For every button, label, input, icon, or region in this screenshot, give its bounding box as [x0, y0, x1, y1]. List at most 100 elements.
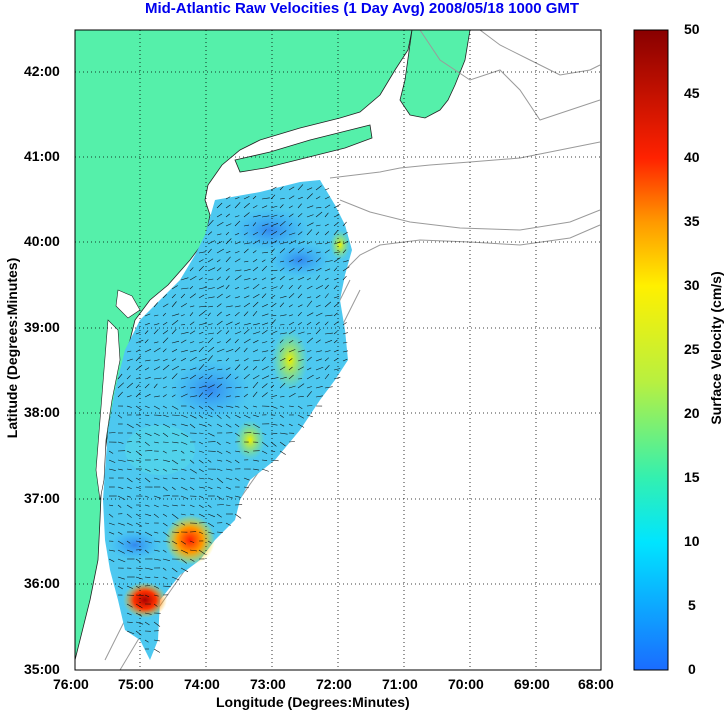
- velocity-vector: [243, 414, 251, 419]
- x-axis-label: Longitude (Degrees:Minutes): [216, 694, 410, 710]
- velocity-vector: [234, 376, 239, 380]
- velocity-vector: [279, 396, 285, 398]
- lat-tick: 35:00: [24, 661, 60, 677]
- velocity-vector: [252, 331, 261, 335]
- velocity-vector: [144, 477, 151, 483]
- velocity-vector: [288, 205, 293, 209]
- velocity-vector: [162, 531, 170, 537]
- velocity-vector: [207, 477, 214, 481]
- velocity-vector: [198, 405, 204, 410]
- velocity-vector: [315, 242, 323, 245]
- velocity-vector: [171, 301, 177, 308]
- velocity-vector: [252, 423, 260, 429]
- velocity-vector: [261, 322, 269, 326]
- lat-tick: 36:00: [24, 575, 60, 591]
- velocity-vector: [225, 251, 231, 254]
- velocity-vector: [306, 285, 313, 290]
- velocity-vector: [270, 432, 278, 434]
- velocity-vector: [306, 414, 313, 418]
- velocity-vector: [225, 196, 231, 200]
- velocity-vector: [171, 486, 176, 491]
- velocity-vector: [135, 558, 141, 563]
- velocity-vector: [234, 275, 242, 281]
- velocity-vector: [297, 285, 302, 290]
- velocity-vector: [279, 241, 288, 245]
- lon-tick: 68:00: [578, 676, 614, 692]
- velocity-vector: [153, 441, 159, 444]
- velocity-vector: [162, 549, 167, 553]
- velocity-vector: [189, 477, 195, 480]
- velocity-vector: [153, 648, 161, 653]
- velocity-vector: [108, 522, 115, 526]
- velocity-vector: [261, 215, 270, 218]
- velocity-vector: [324, 314, 333, 317]
- velocity-vector: [270, 369, 276, 371]
- colorbar-tick: 20: [684, 405, 700, 421]
- velocity-vector: [252, 250, 257, 254]
- velocity-vector: [216, 221, 224, 227]
- velocity-vector: [288, 240, 297, 245]
- velocity-vector: [198, 549, 206, 555]
- velocity-vector: [225, 313, 231, 317]
- velocity-vector: [225, 213, 230, 218]
- velocity-vector: [144, 495, 150, 498]
- velocity-vector: [153, 594, 159, 597]
- velocity-vector: [216, 320, 223, 326]
- velocity-vector: [252, 459, 259, 462]
- velocity-vector: [279, 267, 285, 272]
- velocity-vector: [315, 285, 324, 290]
- velocity-vector: [180, 522, 186, 526]
- velocity-vector: [135, 432, 142, 438]
- velocity-vector: [171, 477, 179, 479]
- velocity-vector: [270, 395, 278, 398]
- lon-tick: 72:00: [316, 676, 352, 692]
- velocity-vector: [279, 423, 285, 427]
- velocity-vector: [297, 322, 302, 326]
- velocity-vector: [162, 522, 168, 527]
- velocity-vector: [234, 233, 240, 236]
- velocity-vector: [162, 540, 170, 543]
- velocity-vector: [144, 612, 152, 615]
- velocity-vector: [153, 585, 160, 589]
- velocity-vector: [198, 286, 207, 290]
- velocity-vector: [171, 373, 178, 380]
- velocity-vector: [189, 341, 195, 344]
- velocity-vector: [243, 232, 248, 236]
- velocity-vector: [162, 312, 167, 317]
- velocity-vector: [243, 373, 250, 380]
- velocity-vector: [225, 256, 231, 263]
- velocity-vector: [171, 549, 178, 551]
- velocity-vector: [144, 423, 151, 426]
- velocity-vector: [252, 195, 257, 200]
- velocity-vector: [270, 330, 278, 335]
- velocity-vector: [144, 504, 150, 507]
- velocity-vector: [144, 432, 152, 436]
- velocity-vector: [162, 567, 167, 571]
- velocity-vector: [207, 219, 214, 227]
- velocity-vector: [207, 392, 213, 398]
- velocity-vector: [144, 576, 151, 578]
- velocity-vector: [144, 383, 150, 389]
- velocity-vector: [207, 231, 213, 236]
- velocity-vector: [279, 275, 285, 281]
- velocity-vector: [333, 296, 340, 299]
- velocity-vector: [288, 284, 293, 290]
- velocity-vector: [315, 377, 321, 380]
- velocity-vector: [216, 486, 222, 489]
- velocity-vectors: [108, 184, 350, 653]
- lat-tick: 42:00: [24, 63, 60, 79]
- velocity-vector: [162, 558, 170, 561]
- velocity-vector: [270, 348, 275, 353]
- velocity-vector: [135, 540, 141, 543]
- velocity-vector: [297, 293, 303, 299]
- velocity-vector: [324, 188, 330, 191]
- velocity-vector: [279, 324, 285, 326]
- velocity-vector: [144, 531, 153, 536]
- velocity-vector: [324, 249, 330, 254]
- velocity-vector: [306, 259, 313, 263]
- velocity-vector: [225, 414, 231, 419]
- velocity-vector: [135, 486, 141, 489]
- velocity-vector: [225, 405, 234, 408]
- velocity-vector: [153, 504, 159, 508]
